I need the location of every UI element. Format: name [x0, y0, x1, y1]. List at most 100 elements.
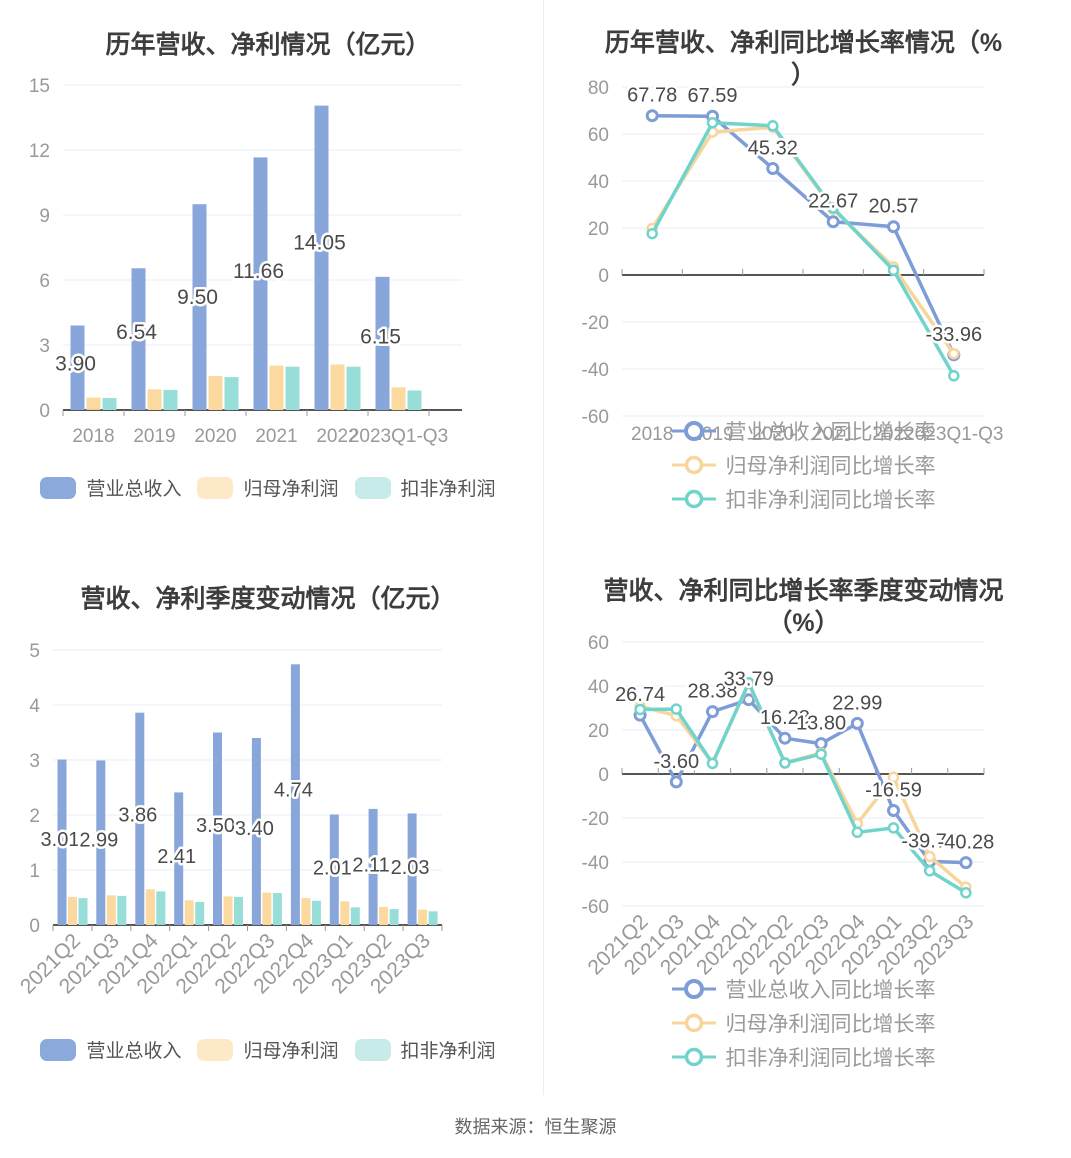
chart-title-line1: 历年营收、净利同比增长率情况（%	[604, 28, 1003, 57]
value-label: -40.28	[938, 832, 995, 854]
panel-annual-revenue-profit: 历年营收、净利情况（亿元） 0 3 6 9 12 15 2018 2019 2020 2021 20…	[0, 0, 536, 540]
value-label: 6.54	[116, 321, 157, 344]
annual-bar-chart: 0 3 6 9 12 15 2018 2019 2020 2021 2022 2023Q1-Q3 3.9…	[0, 0, 535, 540]
bar	[368, 808, 378, 925]
bar	[346, 366, 361, 410]
chart-title-annual-growth: 历年营收、净利同比增长率情况（% ）	[536, 27, 1071, 91]
data-point-marker	[706, 705, 719, 719]
value-label: 28.38	[687, 681, 737, 703]
value-label: 13.80	[796, 713, 846, 735]
y-axis-tick-label: 4	[29, 696, 40, 717]
bar	[350, 907, 360, 925]
bar	[195, 901, 205, 925]
annual-growth-line-chart: -60 -40 -20 0 20 40 60 80 2018 2019 2020 2021 2022 20…	[536, 0, 1071, 540]
bar	[184, 900, 194, 926]
column-divider	[543, 0, 544, 1095]
y-axis-tick-label: 20	[588, 721, 609, 742]
panel-annual-growth-rate: 历年营收、净利同比增长率情况（% ） -60 -40 -20 0 20 40 60 80 2018…	[536, 0, 1071, 540]
value-label: 11.66	[233, 260, 284, 283]
y-axis-tick-label: 1	[29, 861, 40, 882]
legend-label: 营业总收入	[86, 479, 182, 500]
panel-quarterly-growth-rate: 营收、净利同比增长率季度变动情况 （%） -60 -40 -20 0 20 40 60 2021…	[536, 540, 1071, 1095]
value-label: 6.15	[360, 326, 401, 349]
data-point-marker	[669, 775, 683, 789]
data-point-marker	[827, 202, 839, 214]
data-point-marker	[887, 822, 900, 834]
y-axis-tick-label: 60	[588, 125, 609, 146]
bar	[224, 377, 239, 410]
data-point-marker	[826, 215, 840, 229]
data-point-marker	[766, 162, 780, 175]
y-axis-tick-label: -60	[582, 407, 609, 428]
legend-swatch	[354, 476, 391, 499]
legend-label: 归母净利润同比增长率	[725, 455, 936, 478]
y-axis-tick-label: -40	[582, 853, 609, 874]
value-label: -16.59	[865, 780, 922, 802]
value-label: 2.41	[157, 846, 196, 868]
legend-label: 营业总收入	[86, 1041, 182, 1062]
bar	[407, 813, 417, 925]
x-axis-tick-label: 2018	[631, 424, 673, 445]
data-point-marker	[850, 716, 864, 730]
value-label: 45.32	[748, 138, 798, 160]
series-line	[638, 697, 968, 865]
bar	[145, 889, 155, 926]
line-chart-svg: -60-40-2002040602021Q22021Q32021Q42022Q1…	[582, 633, 997, 979]
bar	[290, 664, 300, 925]
bar	[330, 364, 345, 410]
x-axis-tick-label: 2021	[812, 424, 854, 445]
data-point-marker	[923, 865, 936, 877]
data-point-marker	[851, 826, 864, 839]
data-point-marker	[706, 116, 719, 129]
chart-title-annual-bar: 历年营收、净利情况（亿元）	[0, 29, 536, 61]
legend-label: 归母净利润	[243, 1041, 339, 1062]
value-label: 33.79	[724, 669, 774, 691]
bar	[156, 891, 166, 925]
y-axis-tick-label: 60	[588, 633, 609, 654]
x-axis-tick-label: 2020	[752, 424, 794, 445]
quarterly-growth-line-chart: -60 -40 -20 0 20 40 60 2021Q2 2021Q3 2021Q4 2022Q1…	[536, 540, 1071, 1095]
legend-line-marker	[671, 1013, 716, 1033]
data-point-marker	[779, 757, 791, 769]
series-营业总收入	[70, 105, 390, 411]
data-point-marker	[645, 109, 659, 123]
y-axis-tick-label: -20	[582, 313, 609, 334]
data-point-marker	[634, 703, 646, 716]
chart-title-line1: 历年营收、净利情况（亿元）	[105, 30, 431, 59]
bar	[117, 895, 127, 926]
y-axis-tick-label: 6	[39, 271, 50, 292]
series-line	[650, 120, 956, 378]
chart-title-line2: （%）	[767, 608, 840, 637]
legend-line-marker	[671, 489, 716, 509]
series-扣非净利润同比增长率	[646, 116, 960, 382]
series-营业总收入	[57, 664, 417, 925]
data-point-marker	[887, 804, 900, 817]
chart-title-line1: 营收、净利同比增长率季度变动情况	[603, 576, 1004, 605]
chart-title-quarterly-growth: 营收、净利同比增长率季度变动情况 （%）	[536, 575, 1071, 639]
bar	[311, 900, 321, 925]
bar	[285, 366, 300, 410]
legend-item-归母净利润: 归母净利润	[197, 474, 339, 501]
bar	[96, 760, 106, 925]
data-point-marker	[742, 676, 755, 689]
x-axis-tick-label: 2020	[194, 426, 236, 447]
y-axis-tick-label: 5	[29, 641, 40, 662]
data-point-marker	[706, 757, 719, 770]
value-label: -33.96	[925, 324, 982, 346]
bar	[174, 792, 184, 925]
bar	[147, 389, 162, 410]
series-归母净利润	[86, 364, 406, 411]
legend-label: 扣非净利润	[400, 1041, 496, 1062]
bar	[251, 738, 261, 925]
bar	[340, 901, 350, 925]
y-axis-tick-label: 40	[588, 677, 609, 698]
bar-chart-svg: 0123452021Q22021Q32021Q42022Q12022Q22022…	[16, 641, 443, 998]
legend-item-营业总收入: 营业总收入	[40, 1036, 181, 1063]
legend-label: 扣非净利润	[400, 479, 496, 500]
series-扣非净利润	[102, 366, 422, 411]
data-source-note: 数据来源：恒生聚源	[454, 1117, 617, 1137]
legend-label: 营业总收入同比增长率	[725, 421, 936, 444]
bar	[131, 268, 146, 410]
bar	[78, 898, 88, 925]
